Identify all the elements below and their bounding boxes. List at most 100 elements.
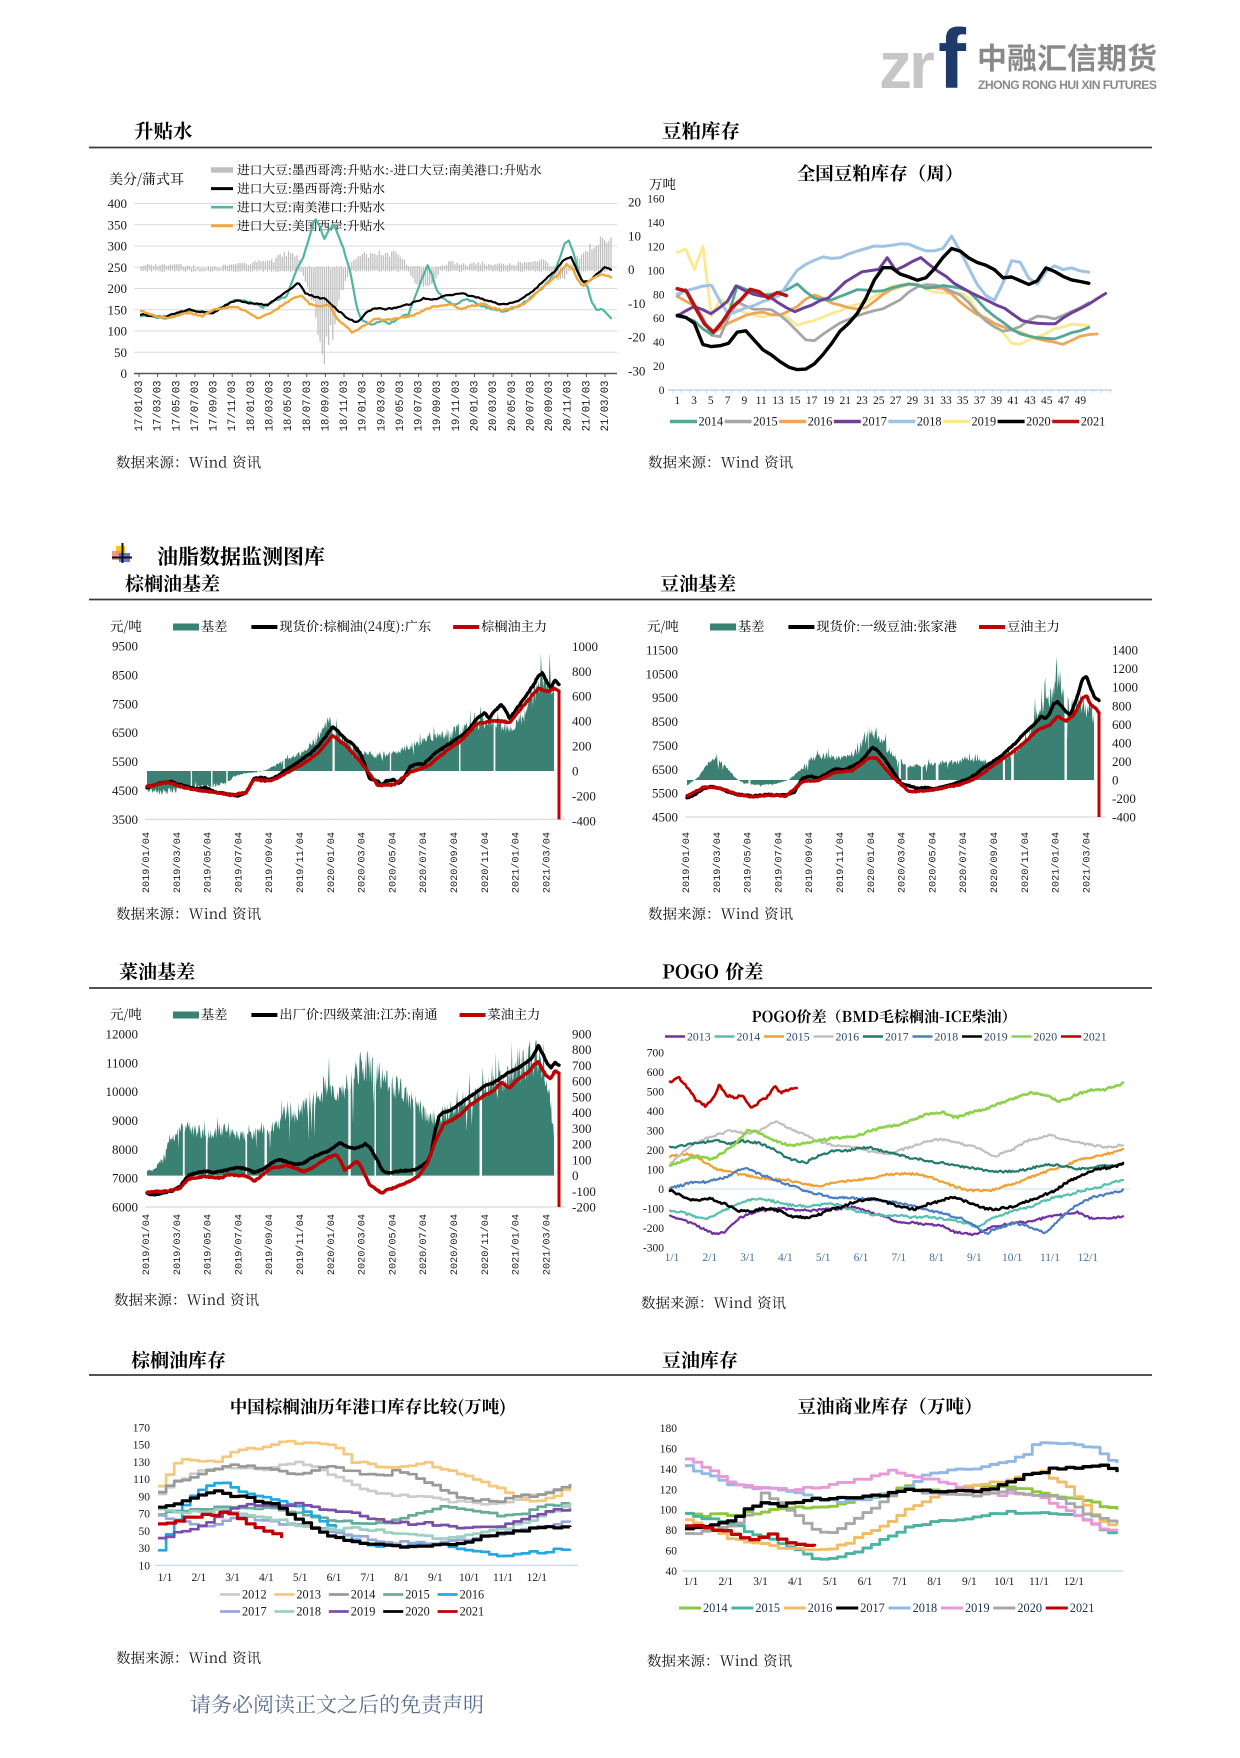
svg-text:5: 5 (708, 395, 714, 407)
svg-text:700: 700 (647, 1048, 665, 1060)
svg-text:2020: 2020 (405, 1605, 430, 1619)
svg-text:5500: 5500 (112, 754, 138, 769)
svg-text:19/09/03: 19/09/03 (432, 381, 444, 432)
svg-text:1/1: 1/1 (684, 1576, 699, 1588)
svg-text:6000: 6000 (112, 1200, 138, 1215)
svg-text:2016: 2016 (460, 1588, 485, 1602)
svg-text:2015: 2015 (755, 1601, 780, 1615)
svg-text:2014: 2014 (703, 1601, 728, 1615)
svg-text:9000: 9000 (112, 1113, 138, 1128)
svg-text:35: 35 (957, 395, 969, 407)
svg-text:80: 80 (666, 1525, 678, 1537)
svg-text:12/1: 12/1 (1078, 1252, 1099, 1264)
svg-text:18/11/03: 18/11/03 (339, 381, 351, 432)
svg-text:2020/05/04: 2020/05/04 (387, 832, 399, 893)
svg-text:29: 29 (907, 395, 919, 407)
svg-text:100: 100 (647, 265, 665, 277)
svg-text:2018: 2018 (913, 1601, 938, 1615)
svg-text:18/01/03: 18/01/03 (246, 381, 258, 432)
svg-text:2019/05/04: 2019/05/04 (203, 1214, 215, 1275)
svg-text:2017: 2017 (862, 415, 887, 429)
svg-text:13: 13 (772, 395, 784, 407)
svg-text:2019/03/04: 2019/03/04 (172, 832, 184, 893)
svg-text:60: 60 (653, 313, 665, 325)
svg-text:5/1: 5/1 (293, 1572, 308, 1584)
svg-text:20: 20 (628, 195, 641, 210)
svg-text:1: 1 (674, 395, 680, 407)
svg-text:2019/03/04: 2019/03/04 (712, 832, 724, 893)
svg-text:6/1: 6/1 (858, 1576, 873, 1588)
svg-text:2019/09/04: 2019/09/04 (804, 832, 816, 893)
svg-text:2020/09/04: 2020/09/04 (449, 1214, 461, 1275)
svg-text:2020/05/04: 2020/05/04 (927, 832, 939, 893)
svg-text:0: 0 (572, 1168, 579, 1183)
svg-text:2020/07/04: 2020/07/04 (958, 832, 970, 893)
svg-text:11000: 11000 (106, 1055, 138, 1070)
svg-text:10/1: 10/1 (459, 1572, 480, 1584)
svg-text:10/1: 10/1 (994, 1576, 1015, 1588)
svg-text:9500: 9500 (652, 690, 678, 705)
svg-text:120: 120 (660, 1484, 678, 1496)
svg-text:1000: 1000 (572, 639, 598, 654)
svg-text:2021: 2021 (460, 1605, 485, 1619)
svg-text:400: 400 (1112, 735, 1132, 750)
svg-text:100: 100 (572, 1152, 592, 1167)
svg-text:2021/01/04: 2021/01/04 (511, 1214, 523, 1275)
svg-text:2021/01/04: 2021/01/04 (511, 832, 523, 893)
svg-text:2015: 2015 (753, 415, 778, 429)
svg-text:2021/03/04: 2021/03/04 (541, 832, 553, 893)
svg-text:2019/01/04: 2019/01/04 (141, 1214, 153, 1275)
svg-text:19/07/03: 19/07/03 (414, 381, 426, 432)
svg-text:31: 31 (923, 395, 935, 407)
svg-text:2019/11/04: 2019/11/04 (835, 832, 847, 893)
svg-text:2019: 2019 (972, 415, 997, 429)
svg-text:120: 120 (647, 241, 665, 253)
svg-text:2020/11/04: 2020/11/04 (1020, 832, 1032, 893)
svg-text:7/1: 7/1 (892, 1576, 907, 1588)
svg-text:12/1: 12/1 (527, 1572, 548, 1584)
svg-text:2014: 2014 (351, 1588, 376, 1602)
svg-text:49: 49 (1075, 395, 1087, 407)
svg-text:2021: 2021 (1070, 1601, 1095, 1615)
svg-text:170: 170 (133, 1422, 151, 1434)
svg-text:9/1: 9/1 (962, 1576, 977, 1588)
svg-text:100: 100 (660, 1505, 678, 1517)
svg-text:-20: -20 (628, 330, 645, 345)
svg-text:40: 40 (653, 337, 665, 349)
svg-text:17/09/03: 17/09/03 (209, 381, 221, 432)
svg-text:2020: 2020 (1017, 1601, 1042, 1615)
svg-text:7500: 7500 (652, 738, 678, 753)
svg-text:10500: 10500 (646, 666, 679, 681)
svg-text:100: 100 (108, 324, 128, 339)
svg-text:2015: 2015 (786, 1030, 810, 1044)
svg-text:17/03/03: 17/03/03 (153, 381, 165, 432)
svg-text:2015: 2015 (405, 1588, 430, 1602)
svg-text:2/1: 2/1 (191, 1572, 206, 1584)
svg-text:4500: 4500 (652, 810, 678, 825)
svg-text:1400: 1400 (1112, 643, 1138, 658)
svg-text:2019/07/04: 2019/07/04 (233, 832, 245, 893)
svg-text:2021: 2021 (1083, 1030, 1107, 1044)
svg-text:200: 200 (572, 1137, 592, 1152)
svg-text:2020/07/04: 2020/07/04 (418, 1214, 430, 1275)
svg-text:17/05/03: 17/05/03 (171, 381, 183, 432)
svg-text:20/11/03: 20/11/03 (563, 381, 575, 432)
svg-text:10000: 10000 (106, 1084, 139, 1099)
svg-text:15: 15 (789, 395, 801, 407)
svg-text:3: 3 (691, 395, 697, 407)
svg-text:2019/11/04: 2019/11/04 (295, 832, 307, 893)
svg-text:4/1: 4/1 (778, 1252, 793, 1264)
svg-text:600: 600 (1112, 717, 1132, 732)
svg-text:400: 400 (572, 1105, 592, 1120)
svg-text:160: 160 (647, 194, 665, 206)
svg-text:2020: 2020 (1026, 415, 1051, 429)
svg-text:200: 200 (572, 739, 592, 754)
svg-text:ZHONG RONG HUI XIN FUTURES: ZHONG RONG HUI XIN FUTURES (978, 78, 1157, 92)
svg-text:-100: -100 (572, 1184, 596, 1199)
svg-text:7/1: 7/1 (891, 1252, 906, 1264)
svg-text:2019/03/04: 2019/03/04 (172, 1214, 184, 1275)
svg-text:zr: zr (879, 28, 934, 102)
svg-text:12/1: 12/1 (1064, 1576, 1085, 1588)
svg-text:2019/01/04: 2019/01/04 (681, 832, 693, 893)
svg-text:-400: -400 (572, 813, 596, 828)
